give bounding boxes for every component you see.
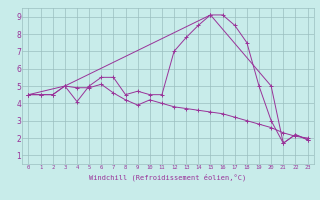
X-axis label: Windchill (Refroidissement éolien,°C): Windchill (Refroidissement éolien,°C) <box>89 173 247 181</box>
